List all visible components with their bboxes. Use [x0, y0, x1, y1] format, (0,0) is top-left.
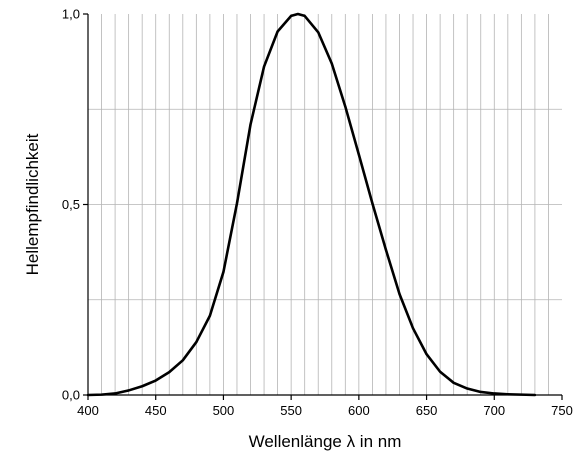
- x-tick-label: 700: [483, 403, 505, 418]
- tick-marks: [83, 13, 563, 400]
- x-tick-label: 600: [348, 403, 370, 418]
- x-axis-title: Wellenlänge λ in nm: [249, 432, 402, 451]
- series-line: [86, 12, 537, 397]
- tick-labels: 400 450 500 550 600 650 700 750 0,0 0,5 1,0: [62, 7, 573, 419]
- y-tick-label: 1,0: [62, 7, 80, 22]
- y-axis-title: Hellempfindlichkeit: [23, 133, 42, 275]
- x-tick-label: 550: [280, 403, 302, 418]
- y-tick-label: 0,5: [62, 197, 80, 212]
- x-tick-label: 500: [213, 403, 235, 418]
- x-tick-label: 750: [551, 403, 573, 418]
- y-tick-label: 0,0: [62, 388, 80, 403]
- grid-lines: [88, 14, 562, 395]
- series-layer: [86, 12, 537, 397]
- x-tick-label: 400: [77, 403, 99, 418]
- x-tick-label: 650: [416, 403, 438, 418]
- x-tick-label: 450: [145, 403, 167, 418]
